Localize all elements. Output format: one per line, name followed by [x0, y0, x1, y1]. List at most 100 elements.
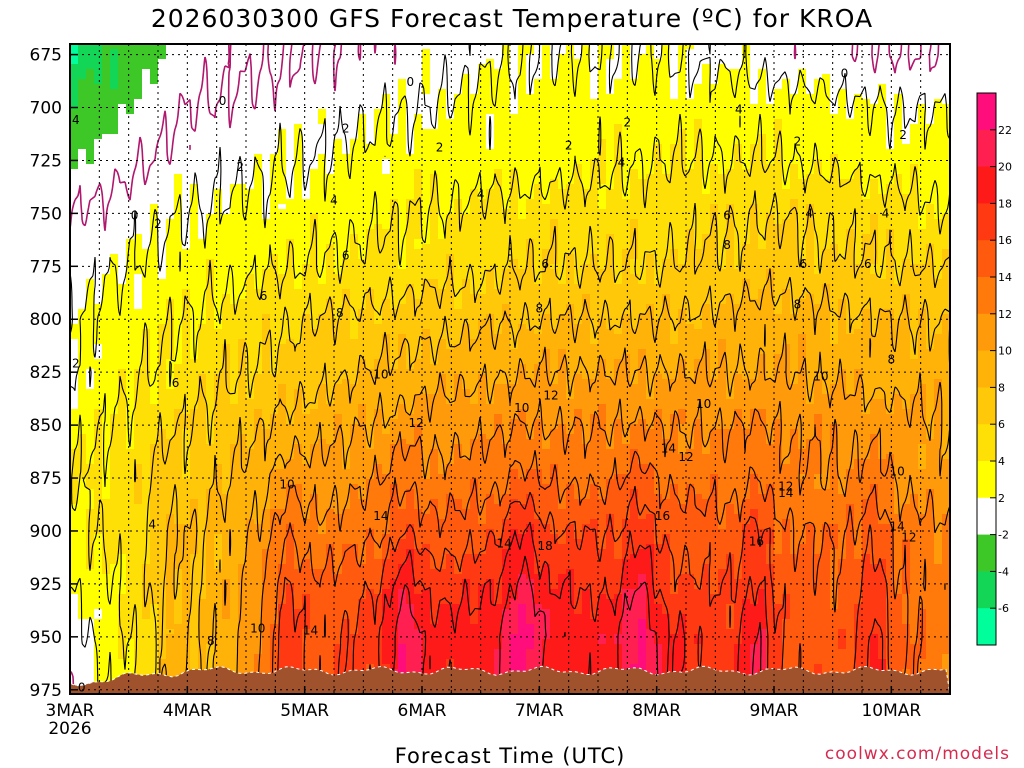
field-cell [318, 624, 327, 630]
field-cell [294, 539, 303, 545]
field-cell [110, 434, 119, 440]
field-cell [270, 399, 279, 405]
field-cell [78, 524, 87, 530]
field-cell [230, 129, 239, 135]
field-cell [118, 459, 127, 465]
field-cell [182, 554, 191, 560]
field-cell [286, 94, 295, 100]
field-cell [262, 199, 271, 205]
field-cell [174, 254, 183, 260]
field-cell [254, 304, 263, 310]
field-cell [174, 514, 183, 520]
field-cell [70, 424, 79, 430]
field-cell [310, 69, 319, 75]
field-cell [78, 164, 87, 170]
field-cell [262, 394, 271, 400]
field-cell [366, 194, 375, 200]
field-cell [214, 179, 223, 185]
field-cell [102, 409, 111, 415]
field-cell [358, 379, 367, 385]
field-cell [158, 589, 167, 595]
field-cell [70, 104, 79, 110]
field-cell [342, 314, 351, 320]
field-cell [190, 459, 199, 465]
field-cell [86, 234, 95, 240]
field-cell [310, 139, 319, 145]
field-cell [110, 484, 119, 490]
field-cell [326, 639, 335, 645]
field-cell [166, 124, 175, 130]
field-cell [182, 334, 191, 340]
field-cell [198, 124, 207, 130]
field-cell [190, 49, 199, 55]
field-cell [230, 604, 239, 610]
field-cell [126, 44, 135, 50]
field-cell [326, 449, 335, 455]
field-cell [270, 179, 279, 185]
field-cell [118, 669, 127, 675]
field-cell [302, 659, 311, 665]
field-cell [78, 424, 87, 430]
field-cell [110, 464, 119, 470]
field-cell [350, 649, 359, 655]
field-cell [238, 664, 247, 670]
field-cell [166, 254, 175, 260]
field-cell [238, 559, 247, 565]
field-cell [182, 284, 191, 290]
field-cell [318, 349, 327, 355]
field-cell [126, 354, 135, 360]
field-cell [94, 264, 103, 270]
field-cell [166, 239, 175, 245]
field-cell [174, 454, 183, 460]
field-cell [158, 374, 167, 380]
field-cell [206, 179, 215, 185]
field-cell [230, 209, 239, 215]
field-cell [70, 534, 79, 540]
field-cell [110, 334, 119, 340]
field-cell [310, 414, 319, 420]
field-cell [102, 384, 111, 390]
field-cell [230, 469, 239, 475]
field-cell [334, 249, 343, 255]
field-cell [190, 464, 199, 470]
field-cell [118, 49, 127, 55]
field-cell [158, 334, 167, 340]
field-cell [182, 644, 191, 650]
field-cell [118, 504, 127, 510]
field-cell [166, 94, 175, 100]
field-cell [86, 244, 95, 250]
field-cell [174, 599, 183, 605]
field-cell [350, 604, 359, 610]
field-cell [366, 79, 375, 85]
field-cell [198, 164, 207, 170]
field-cell [214, 259, 223, 265]
field-cell [334, 309, 343, 315]
field-cell [190, 124, 199, 130]
field-cell [294, 649, 303, 655]
field-cell [342, 374, 351, 380]
field-cell [190, 119, 199, 125]
field-cell [294, 304, 303, 310]
field-cell [190, 634, 199, 640]
field-cell [270, 224, 279, 230]
field-cell [262, 124, 271, 130]
field-cell [366, 84, 375, 90]
field-cell [246, 204, 255, 210]
field-cell [174, 99, 183, 105]
field-cell [334, 449, 343, 455]
field-cell [238, 619, 247, 625]
field-cell [166, 654, 175, 660]
field-cell [126, 394, 135, 400]
field-cell [334, 204, 343, 210]
field-cell [350, 429, 359, 435]
field-cell [262, 424, 271, 430]
field-cell [254, 174, 263, 180]
field-cell [190, 589, 199, 595]
field-cell [374, 314, 383, 320]
field-cell [278, 609, 287, 615]
field-cell [182, 569, 191, 575]
field-cell [230, 89, 239, 95]
field-cell [318, 144, 327, 150]
field-cell [286, 604, 295, 610]
field-cell [134, 139, 143, 145]
